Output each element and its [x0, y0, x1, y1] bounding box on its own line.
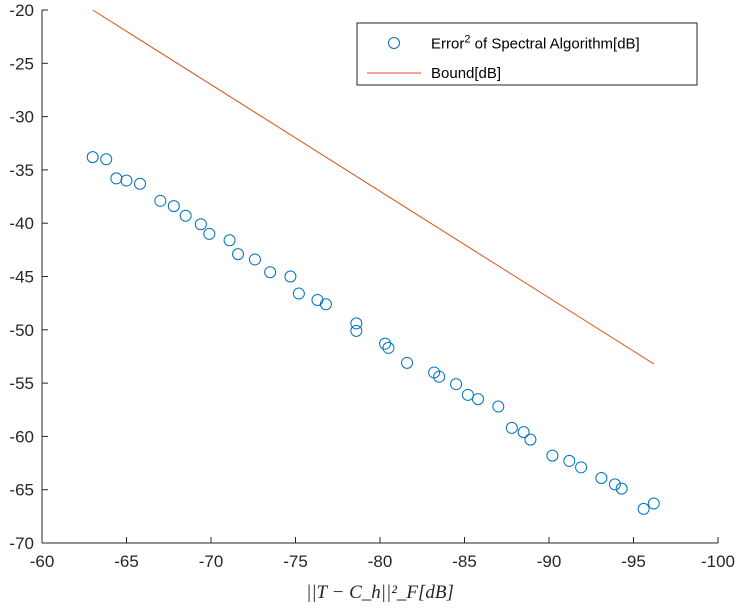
scatter-point-12 — [248, 253, 261, 266]
scatter-point-14 — [284, 270, 297, 283]
scatter-point-3 — [120, 174, 133, 187]
x-tick-label: -80 — [368, 552, 393, 571]
scatter-point-17 — [319, 298, 332, 311]
y-tick-label: -30 — [9, 108, 34, 127]
scatter-point-32 — [546, 449, 559, 462]
x-tick-label: -100 — [701, 552, 735, 571]
scatter-point-19 — [350, 324, 363, 337]
scatter-point-38 — [637, 502, 650, 515]
scatter-point-8 — [194, 218, 207, 231]
scatter-point-9 — [203, 227, 216, 240]
bound-line — [92, 9, 655, 365]
scatter-point-27 — [472, 393, 485, 406]
scatter-point-33 — [563, 454, 576, 467]
scatter-point-30 — [517, 426, 530, 439]
scatter-point-25 — [450, 378, 463, 391]
scatter-point-21 — [382, 341, 395, 354]
scatter-point-7 — [179, 209, 192, 222]
x-tick-label: -75 — [283, 552, 308, 571]
x-tick-label: -70 — [199, 552, 224, 571]
scatter-point-26 — [461, 388, 474, 401]
scatter-point-36 — [608, 478, 621, 491]
scatter-point-10 — [223, 234, 236, 247]
scatter-point-28 — [492, 400, 505, 413]
legend-label-error: Error2 of Spectral Algorithm[dB] — [431, 34, 640, 53]
scatter-point-37 — [615, 482, 628, 495]
x-tick-label: -60 — [30, 552, 55, 571]
y-tick-label: -45 — [9, 268, 34, 287]
x-axis-label: ||T − C_h||²_F[dB] — [306, 582, 454, 603]
scatter-point-4 — [134, 177, 147, 190]
y-tick-label: -70 — [9, 534, 34, 553]
axes: -60 -65 -70 -75 -80 -85 -90 -95 -100 -20 -25 -30 -35… — [9, 1, 735, 571]
x-tick-label: -65 — [114, 552, 139, 571]
scatter-point-24 — [433, 370, 446, 383]
scatter-point-13 — [264, 266, 277, 279]
scatter-point-5 — [154, 194, 167, 207]
scatter-point-0 — [86, 151, 99, 164]
y-tick-label: -25 — [9, 54, 34, 73]
y-tick-label: -20 — [9, 1, 34, 20]
scatter-point-35 — [595, 471, 608, 484]
y-tick-label: -35 — [9, 161, 34, 180]
scatter-point-22 — [401, 356, 414, 369]
scatter-point-34 — [575, 461, 588, 474]
y-tick-label: -50 — [9, 321, 34, 340]
scatter-point-6 — [167, 200, 180, 213]
scatter-point-18 — [350, 317, 363, 330]
scatter-point-15 — [292, 287, 305, 300]
y-tick-label: -65 — [9, 481, 34, 500]
x-tick-label: -95 — [621, 552, 646, 571]
y-tick-label: -55 — [9, 374, 34, 393]
scatter-point-31 — [524, 433, 537, 446]
y-tick-label: -60 — [9, 427, 34, 446]
legend-marker-error — [388, 37, 400, 49]
scatter-point-20 — [379, 337, 392, 350]
data-layer — [86, 9, 660, 515]
legend-box — [356, 22, 698, 86]
scatter-point-1 — [100, 153, 113, 166]
x-tick-label: -90 — [537, 552, 562, 571]
legend: Error2 of Spectral Algorithm[dB] Bound[d… — [356, 22, 698, 86]
scatter-point-39 — [647, 497, 660, 510]
x-tick-label: -85 — [452, 552, 477, 571]
plot-area-background — [42, 10, 718, 543]
legend-label-bound: Bound[dB] — [431, 65, 501, 82]
scatter-point-29 — [505, 421, 518, 434]
y-tick-label: -40 — [9, 214, 34, 233]
scatter-point-11 — [232, 248, 245, 261]
